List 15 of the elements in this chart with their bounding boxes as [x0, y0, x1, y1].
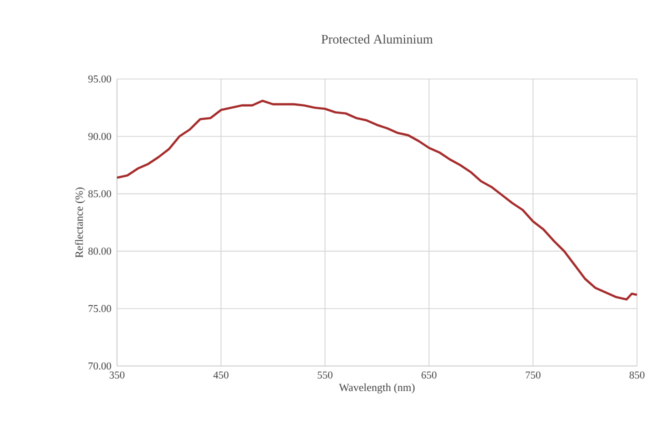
x-tick-label: 850	[630, 372, 644, 379]
y-tick-label: 90.00	[88, 132, 112, 140]
y-tick-label: 95.00	[88, 75, 112, 83]
x-tick-label: 650	[422, 372, 436, 379]
y-tick-label: 75.00	[88, 305, 112, 312]
x-axis-title: Wavelength (nm)	[338, 383, 415, 394]
x-tick-label: 550	[318, 372, 332, 379]
y-axis-title: Reflectance (%)	[75, 188, 86, 258]
x-tick-label: 350	[110, 372, 124, 379]
x-tick-label: 750	[526, 372, 540, 379]
chart-title: Protected Aluminium	[321, 34, 433, 44]
y-tick-label: 80.00	[88, 248, 112, 255]
y-tick-label: 85.00	[88, 190, 112, 198]
y-tick-label: 70.00	[88, 362, 112, 370]
x-tick-label: 450	[213, 372, 228, 379]
